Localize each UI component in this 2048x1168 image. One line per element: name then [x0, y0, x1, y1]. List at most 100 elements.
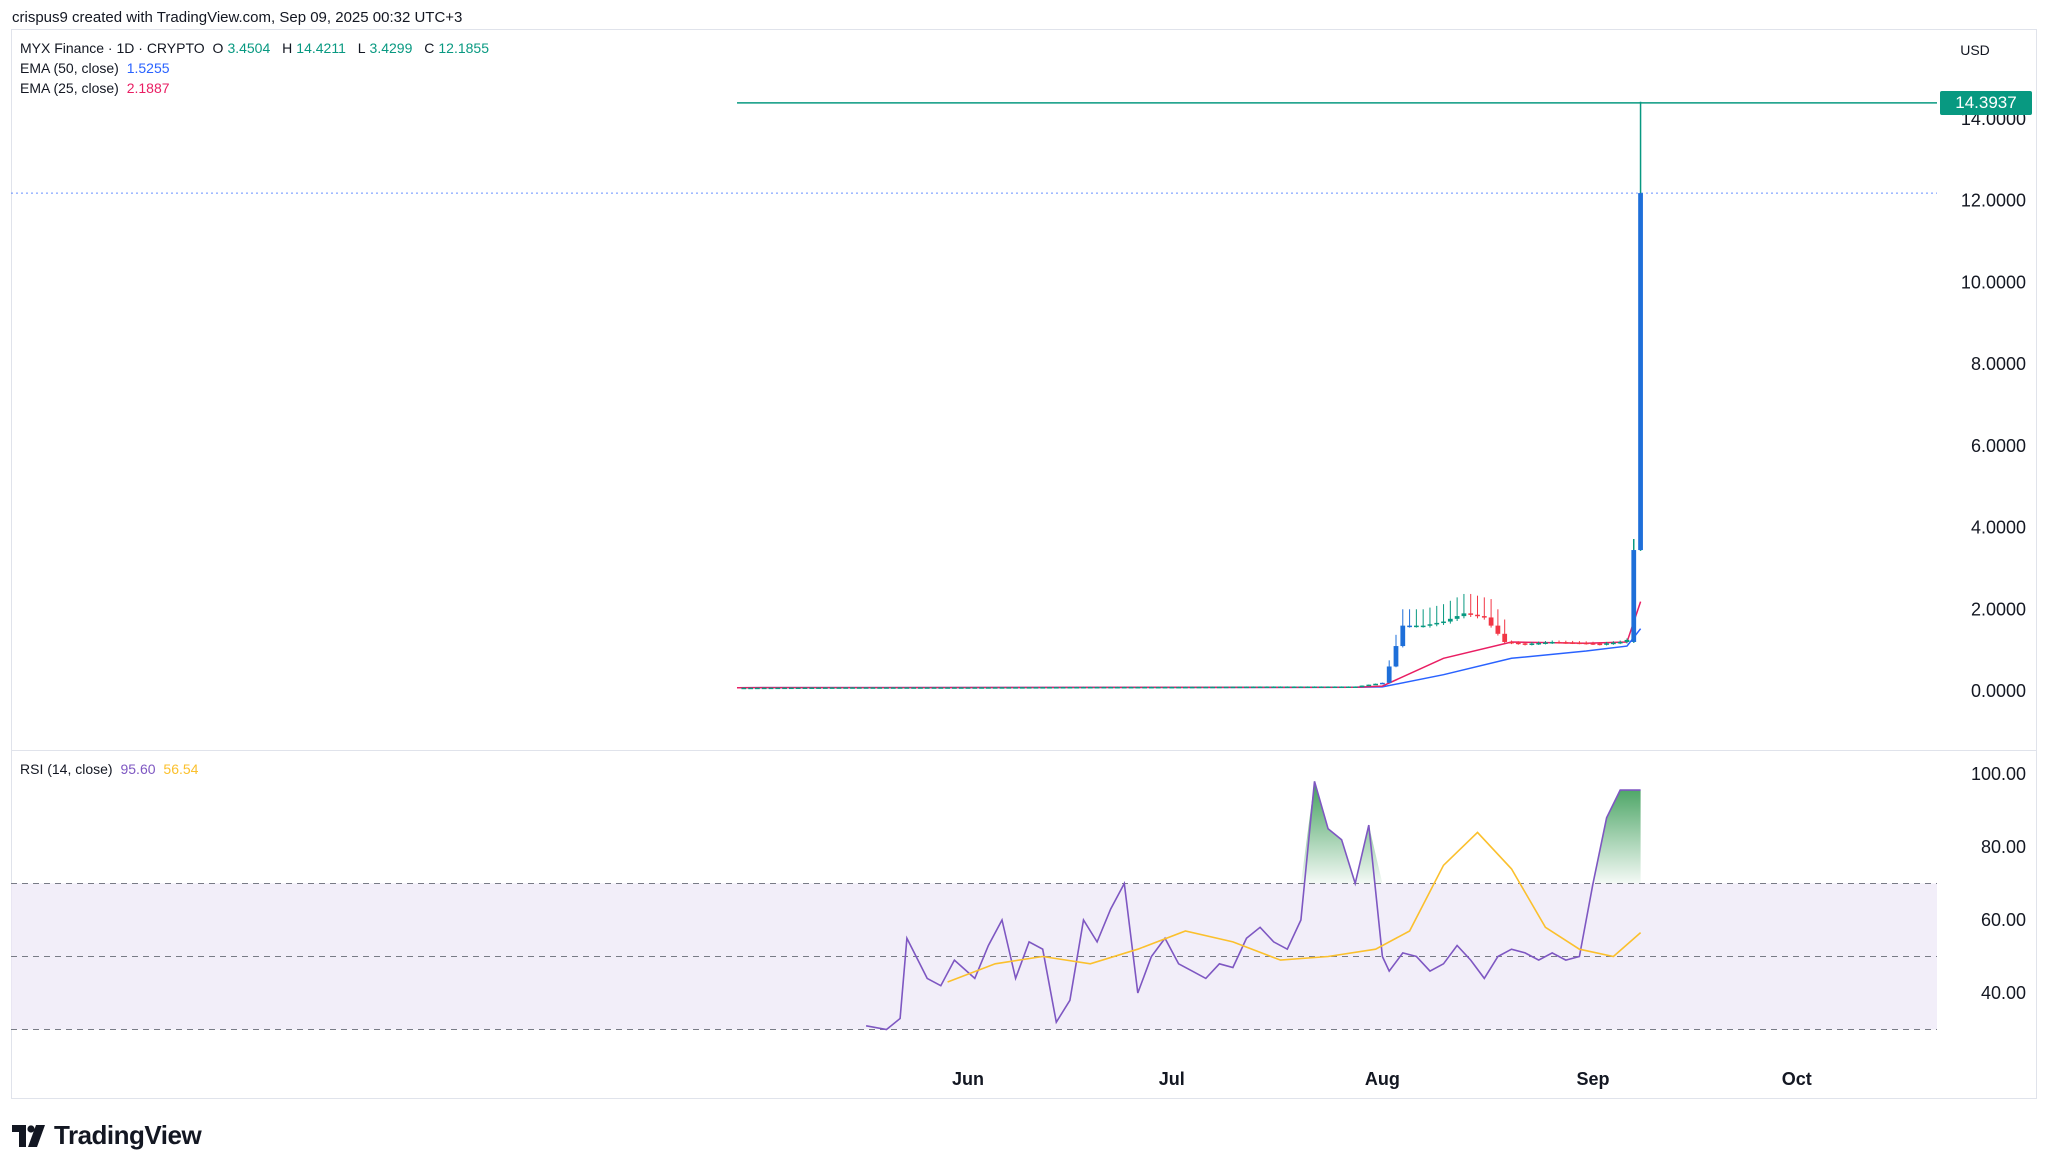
price-axis-tick: 0.0000: [1971, 681, 2026, 701]
candle-body: [897, 687, 903, 689]
candle-body: [986, 687, 991, 689]
candle-body: [1230, 686, 1236, 689]
ema25-legend[interactable]: EMA (25, close) 2.1887: [20, 80, 174, 96]
candle-body: [1183, 686, 1188, 689]
candle-body: [904, 687, 910, 689]
candle-body: [1420, 625, 1426, 628]
brand-logo[interactable]: TradingView: [12, 1120, 202, 1151]
candle-body: [822, 687, 828, 689]
candle-body: [1203, 686, 1209, 689]
rsi-axis-tick: 100.00: [1971, 764, 2026, 784]
time-axis-tick: Jul: [1159, 1069, 1185, 1089]
candle-body: [1149, 686, 1154, 689]
candle-body: [1176, 686, 1181, 689]
candle-body: [1135, 686, 1141, 689]
candle-body: [795, 687, 801, 690]
high-value: 14.4211: [296, 40, 346, 56]
candle-body: [1434, 622, 1440, 625]
candle-body: [1407, 625, 1412, 628]
candle-body: [924, 687, 930, 689]
candle-body: [1543, 642, 1548, 644]
candle-body: [965, 687, 971, 689]
candle-body: [1380, 682, 1385, 685]
candle-body: [958, 687, 964, 689]
candle-body: [931, 687, 937, 689]
candle-body: [1101, 686, 1107, 689]
candle-body: [1631, 550, 1637, 642]
candle-body: [972, 687, 978, 689]
candle-body: [1060, 687, 1066, 689]
candle-body: [1244, 686, 1249, 689]
candle-body: [1189, 686, 1195, 689]
candle-body: [863, 687, 869, 689]
candle-body: [1115, 686, 1120, 689]
ema50-label: EMA (50, close): [20, 60, 119, 76]
candle-body: [1556, 641, 1562, 644]
candle-body: [1495, 625, 1501, 634]
candle-body: [1638, 193, 1643, 551]
candle-body: [1318, 686, 1324, 689]
currency-button[interactable]: USD: [1960, 42, 1990, 58]
rsi-legend[interactable]: RSI (14, close) 95.60 56.54: [20, 761, 202, 777]
rsi-ma-line[interactable]: [947, 831, 1642, 983]
candle-body: [1047, 687, 1052, 689]
brand-name: TradingView: [54, 1120, 202, 1150]
candle-body: [1325, 686, 1331, 689]
candle-body: [1237, 686, 1243, 689]
candle-body: [775, 687, 781, 690]
candle-body: [748, 687, 753, 690]
symbol-title[interactable]: MYX Finance · 1D · CRYPTO: [20, 40, 205, 56]
candle-body: [1271, 686, 1277, 689]
candle-body: [1053, 687, 1059, 689]
candle-body: [1291, 686, 1297, 689]
ema50-value: 1.5255: [126, 60, 170, 76]
candle-body: [1461, 613, 1467, 617]
candle-body: [1611, 642, 1616, 645]
candle-body: [768, 687, 774, 690]
pane-separator[interactable]: [11, 750, 2037, 751]
close-value: 12.1855: [438, 40, 489, 56]
candle-body: [1196, 686, 1202, 689]
candle-body: [1332, 686, 1338, 689]
candle-body: [1475, 614, 1480, 617]
candle-body: [1264, 686, 1270, 689]
ema25-line[interactable]: [736, 601, 1642, 689]
rsi-value: 95.60: [120, 761, 156, 777]
candle-body: [1352, 686, 1358, 689]
time-axis-tick: Jun: [952, 1069, 984, 1089]
candle-body: [761, 687, 767, 690]
candle-body: [1413, 625, 1419, 628]
ema25-label: EMA (25, close): [20, 80, 119, 96]
candle-body: [870, 687, 876, 689]
candle-body: [843, 687, 849, 689]
close-label: C: [424, 40, 435, 56]
candle-body: [1067, 687, 1073, 689]
candle-body: [1536, 642, 1542, 645]
candle-body: [836, 687, 842, 689]
candle-body: [884, 687, 889, 689]
candle-body: [1155, 686, 1161, 689]
rsi-axis-tick: 60.00: [1981, 910, 2026, 930]
candle-body: [1366, 684, 1372, 687]
candle-body: [1624, 639, 1630, 642]
candle-body: [1400, 625, 1406, 647]
time-axis-tick: Oct: [1782, 1069, 1812, 1089]
chart-attribution: crispus9 created with TradingView.com, S…: [12, 9, 463, 26]
candle-body: [1019, 687, 1025, 689]
candle-body: [788, 687, 794, 690]
candle-body: [1094, 686, 1100, 689]
candle-body: [1346, 686, 1351, 689]
candle-body: [1502, 633, 1508, 642]
candle-body: [952, 687, 957, 689]
ema50-legend[interactable]: EMA (50, close) 1.5255: [20, 60, 174, 76]
open-label: O: [212, 40, 224, 56]
rsi-ma-value: 56.54: [163, 761, 199, 777]
ema25-value: 2.1887: [126, 80, 170, 96]
rsi-line[interactable]: [865, 781, 1641, 1031]
candle-body: [1617, 641, 1623, 644]
price-axis-tick: 2.0000: [1971, 599, 2026, 619]
tradingview-logo-icon: [12, 1124, 45, 1147]
candle-body: [1040, 687, 1046, 689]
low-label: L: [357, 40, 366, 56]
